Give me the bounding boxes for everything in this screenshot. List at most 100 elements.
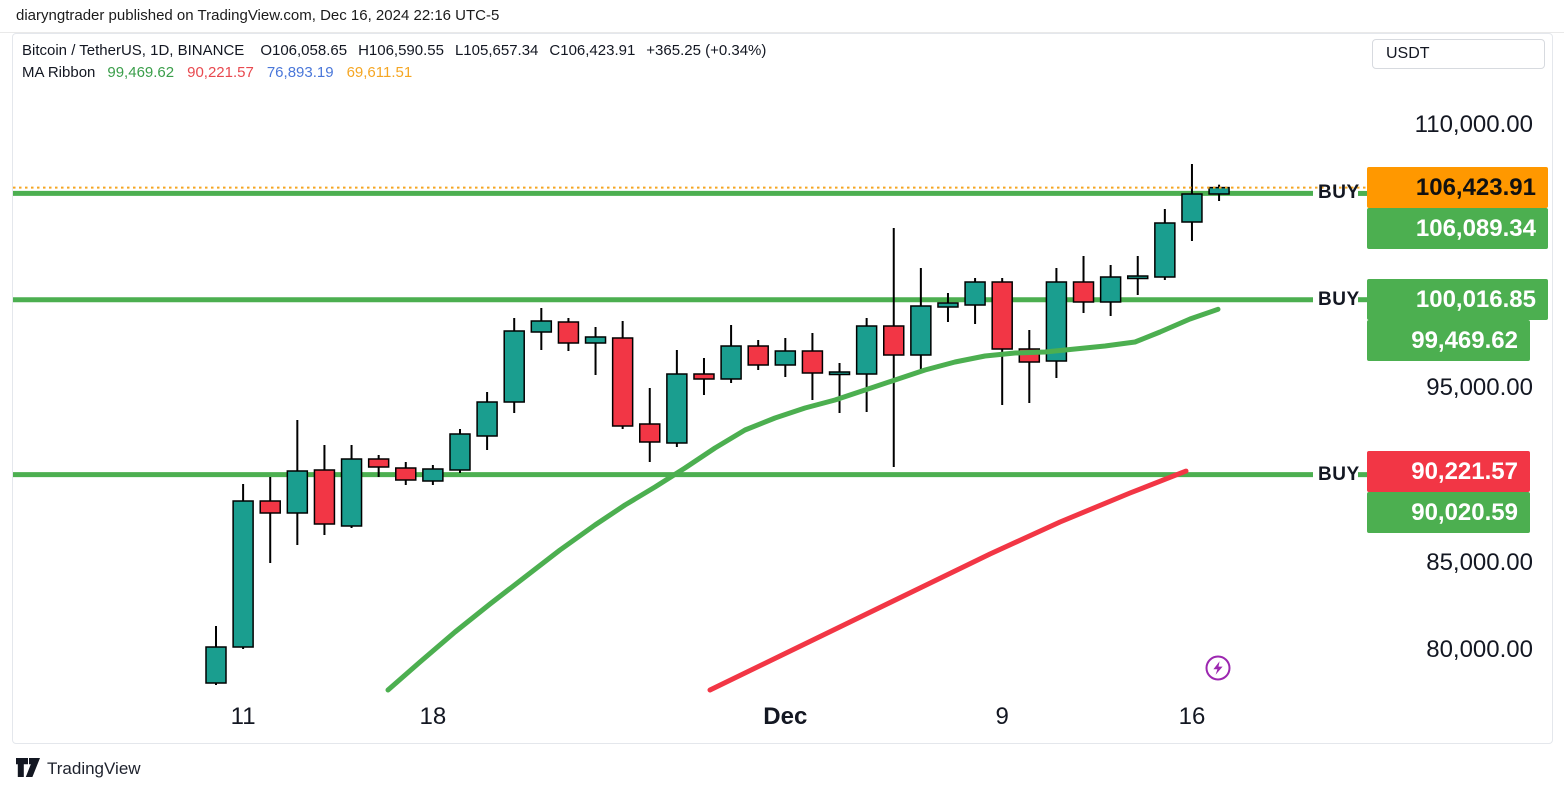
candle — [1154, 209, 1176, 280]
candle-body — [340, 458, 363, 527]
time-axis-label: Dec — [763, 703, 808, 730]
attribution-text: diaryngtrader published on TradingView.c… — [16, 7, 500, 24]
candle-body — [883, 325, 905, 356]
candle-body — [611, 337, 634, 427]
candle — [1181, 164, 1203, 242]
candle-body — [855, 325, 878, 375]
candle — [937, 293, 959, 322]
buy-line-label: BUY — [1318, 182, 1360, 204]
candle — [286, 419, 309, 545]
candle-body — [747, 345, 769, 366]
candle — [340, 445, 363, 529]
candle — [828, 363, 851, 413]
candle — [449, 428, 471, 474]
candle — [259, 476, 281, 564]
candle-body — [991, 281, 1013, 350]
candle-body — [259, 500, 281, 514]
support-line-dash — [1358, 297, 1367, 303]
time-axis-label: 9 — [995, 703, 1009, 730]
candle-body — [476, 401, 498, 437]
open-value: O106,058.65 — [260, 42, 348, 59]
candle — [991, 278, 1013, 405]
support-line-dash — [1358, 472, 1367, 478]
buy-line-label: BUY — [1318, 463, 1360, 485]
candle-body — [693, 373, 715, 380]
candle-body — [286, 470, 309, 514]
chart-snapshot-card — [12, 33, 1553, 744]
symbol-row: Bitcoin / TetherUS, 1D, BINANCE O106,058… — [22, 42, 777, 63]
candle-body — [1045, 281, 1068, 362]
support-line-dash — [1358, 190, 1367, 196]
candle — [503, 318, 525, 413]
candle-body — [503, 330, 525, 403]
candle — [774, 337, 797, 377]
price-tag-price-line: 106,089.34 — [1367, 208, 1548, 250]
candle — [232, 483, 254, 650]
candle — [639, 388, 661, 462]
candle — [801, 333, 824, 400]
candle — [883, 228, 905, 468]
price-axis-label: 110,000.00 — [1414, 111, 1533, 138]
ma-ribbon-row: MA Ribbon 99,469.62 90,221.57 76,893.19 … — [22, 64, 777, 85]
chart-legend: Bitcoin / TetherUS, 1D, BINANCE O106,058… — [22, 42, 777, 85]
candle-body — [910, 305, 932, 356]
candle — [584, 327, 607, 376]
price-axis-label: 85,000.00 — [1426, 548, 1533, 576]
candle-body — [964, 281, 986, 306]
tradingview-logo-icon — [16, 758, 40, 777]
close-value: C106,423.91 — [549, 42, 636, 59]
ma-green-line — [385, 306, 1221, 693]
ma-ribbon-label: MA Ribbon — [22, 64, 96, 81]
candle — [476, 391, 498, 450]
candle-body — [1099, 276, 1122, 303]
candle-body — [395, 467, 417, 481]
candle — [557, 318, 580, 351]
candle — [395, 461, 417, 485]
time-axis-label: 11 — [230, 703, 256, 730]
candle-body — [774, 350, 797, 366]
price-tag-last-price: 106,423.91 — [1367, 167, 1548, 209]
candle — [747, 340, 769, 370]
time-axis-label: 18 — [419, 703, 447, 730]
candle-body — [367, 458, 390, 468]
candle — [611, 321, 634, 429]
candle-body — [666, 373, 688, 444]
candle-body — [449, 433, 471, 471]
price-axis-label: 80,000.00 — [1426, 636, 1533, 663]
flash-reaction-icon[interactable] — [1204, 654, 1232, 687]
candle — [1072, 256, 1095, 314]
candle — [1099, 265, 1122, 316]
candle-body — [828, 371, 851, 376]
candle — [1045, 267, 1068, 378]
candle — [666, 349, 688, 447]
candle-body — [232, 500, 254, 648]
low-value: L105,657.34 — [454, 42, 539, 59]
footer: TradingView — [0, 744, 1564, 792]
price-tag-price-line: 100,016.85 — [1367, 279, 1548, 321]
ma-ribbon-value-3: 76,893.19 — [266, 64, 334, 81]
currency-selector-button[interactable]: USDT — [1372, 39, 1545, 69]
candle-body — [639, 423, 661, 443]
candle — [855, 318, 878, 412]
price-tag-ma-green-value: 99,469.62 — [1367, 320, 1530, 362]
candle — [367, 454, 390, 477]
ma-ribbon-value-4: 69,611.51 — [346, 64, 413, 81]
candle — [313, 445, 336, 536]
candle — [693, 357, 715, 396]
candle-body — [1072, 281, 1095, 303]
candle-body — [937, 302, 959, 308]
candle — [720, 325, 742, 384]
price-axis-label: 95,000.00 — [1426, 373, 1533, 401]
price-tag-ma-red-value: 90,221.57 — [1367, 450, 1530, 492]
candle — [530, 307, 553, 350]
candle-body — [1181, 193, 1203, 223]
tradingview-brand-link[interactable]: TradingView — [47, 759, 141, 778]
candle-body — [720, 345, 742, 380]
candle-body — [422, 468, 444, 482]
candle — [1126, 256, 1149, 295]
candle-body — [584, 336, 607, 344]
ma-ribbon-value-1: 99,469.62 — [107, 64, 175, 81]
candle-body — [557, 321, 580, 344]
candle-body — [801, 350, 824, 374]
